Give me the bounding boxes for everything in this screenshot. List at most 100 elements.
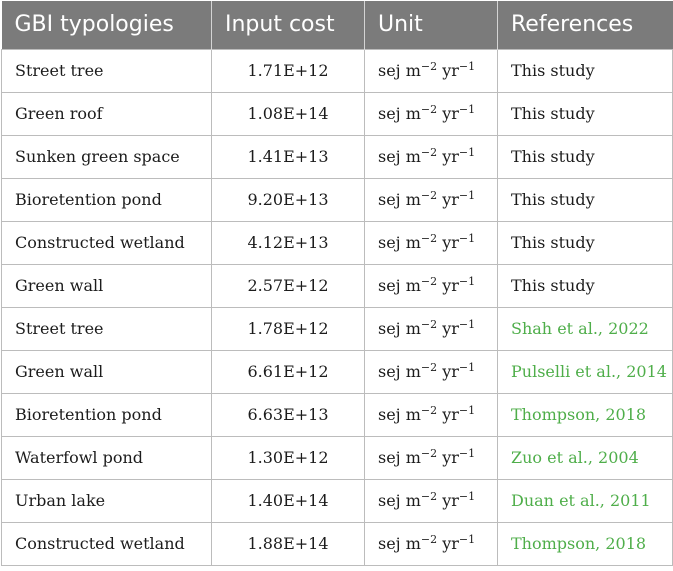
- unit-base: sej m: [378, 491, 421, 510]
- cell-unit: sej m−2 yr−1: [364, 478, 498, 523]
- unit-mid: yr: [437, 405, 459, 424]
- unit-exp-1: −2: [420, 404, 438, 417]
- reference-link[interactable]: Thompson, 2018: [497, 392, 673, 437]
- table-row: Urban lake 1.40E+14 sej m−2 yr−1 Duan et al…: [1, 478, 673, 523]
- unit-exp-1: −2: [420, 447, 438, 460]
- unit-exp-2: −1: [458, 361, 476, 374]
- unit-exp-1: −2: [420, 232, 438, 245]
- unit-exp-1: −2: [420, 318, 438, 331]
- cell-typology: Constructed wetland: [1, 521, 212, 566]
- cell-input-cost: 9.20E+13: [211, 177, 365, 222]
- table-row: Street tree 1.71E+12 sej m−2 yr−1 This stud…: [1, 48, 673, 93]
- cell-reference: This study: [497, 177, 673, 222]
- unit-base: sej m: [378, 534, 421, 553]
- unit-exp-2: −1: [458, 103, 476, 116]
- header-unit: Unit: [364, 1, 498, 49]
- cell-typology: Green roof: [1, 91, 212, 136]
- unit-mid: yr: [437, 104, 459, 123]
- reference-link[interactable]: Pulselli et al., 2014: [497, 349, 673, 394]
- unit-mid: yr: [437, 61, 459, 80]
- unit-base: sej m: [378, 61, 421, 80]
- unit-mid: yr: [437, 190, 459, 209]
- unit-mid: yr: [437, 233, 459, 252]
- header-references: References: [497, 1, 673, 49]
- cell-unit: sej m−2 yr−1: [364, 435, 498, 480]
- header-input-cost: Input cost: [211, 1, 365, 49]
- unit-exp-1: −2: [420, 146, 438, 159]
- reference-link[interactable]: Thompson, 2018: [497, 521, 673, 566]
- table-row: Green wall 2.57E+12 sej m−2 yr−1 This study: [1, 263, 673, 308]
- unit-mid: yr: [437, 534, 459, 553]
- unit-exp-2: −1: [458, 60, 476, 73]
- cell-typology: Bioretention pond: [1, 177, 212, 222]
- cell-unit: sej m−2 yr−1: [364, 91, 498, 136]
- unit-exp-2: −1: [458, 490, 476, 503]
- cell-reference: This study: [497, 263, 673, 308]
- unit-exp-1: −2: [420, 533, 438, 546]
- reference-link[interactable]: Shah et al., 2022: [497, 306, 673, 351]
- cell-typology: Urban lake: [1, 478, 212, 523]
- cell-reference: This study: [497, 91, 673, 136]
- cell-typology: Sunken green space: [1, 134, 212, 179]
- cell-input-cost: 6.63E+13: [211, 392, 365, 437]
- unit-exp-1: −2: [420, 490, 438, 503]
- cell-typology: Green wall: [1, 263, 212, 308]
- unit-base: sej m: [378, 147, 421, 166]
- cell-unit: sej m−2 yr−1: [364, 521, 498, 566]
- cell-reference: This study: [497, 220, 673, 265]
- unit-base: sej m: [378, 276, 421, 295]
- unit-base: sej m: [378, 448, 421, 467]
- unit-exp-1: −2: [420, 361, 438, 374]
- unit-exp-1: −2: [420, 189, 438, 202]
- unit-base: sej m: [378, 233, 421, 252]
- table-row: Green wall 6.61E+12 sej m−2 yr−1 Pulselli e…: [1, 349, 673, 394]
- unit-base: sej m: [378, 190, 421, 209]
- reference-link[interactable]: Zuo et al., 2004: [497, 435, 673, 480]
- table-row: Green roof 1.08E+14 sej m−2 yr−1 This study: [1, 91, 673, 136]
- cell-input-cost: 1.41E+13: [211, 134, 365, 179]
- table-row: Street tree 1.78E+12 sej m−2 yr−1 Shah et a…: [1, 306, 673, 351]
- cell-unit: sej m−2 yr−1: [364, 392, 498, 437]
- table-row: Sunken green space 1.41E+13 sej m−2 yr−1 Th…: [1, 134, 673, 179]
- unit-mid: yr: [437, 491, 459, 510]
- unit-mid: yr: [437, 448, 459, 467]
- cell-input-cost: 4.12E+13: [211, 220, 365, 265]
- unit-base: sej m: [378, 405, 421, 424]
- cell-unit: sej m−2 yr−1: [364, 220, 498, 265]
- cell-unit: sej m−2 yr−1: [364, 134, 498, 179]
- cell-unit: sej m−2 yr−1: [364, 48, 498, 93]
- table-row: Constructed wetland 1.88E+14 sej m−2 yr−1 T…: [1, 521, 673, 566]
- unit-mid: yr: [437, 319, 459, 338]
- table-row: Waterfowl pond 1.30E+12 sej m−2 yr−1 Zuo et…: [1, 435, 673, 480]
- unit-exp-2: −1: [458, 533, 476, 546]
- cell-input-cost: 1.30E+12: [211, 435, 365, 480]
- table-row: Bioretention pond 9.20E+13 sej m−2 yr−1 Thi…: [1, 177, 673, 222]
- cell-reference: This study: [497, 48, 673, 93]
- unit-base: sej m: [378, 104, 421, 123]
- unit-exp-1: −2: [420, 103, 438, 116]
- cell-typology: Constructed wetland: [1, 220, 212, 265]
- cell-typology: Bioretention pond: [1, 392, 212, 437]
- cell-typology: Green wall: [1, 349, 212, 394]
- cell-typology: Street tree: [1, 48, 212, 93]
- unit-exp-2: −1: [458, 404, 476, 417]
- cell-input-cost: 6.61E+12: [211, 349, 365, 394]
- table-header-row: GBI typologies Input cost Unit Reference…: [1, 1, 673, 49]
- cell-unit: sej m−2 yr−1: [364, 349, 498, 394]
- unit-mid: yr: [437, 147, 459, 166]
- cell-unit: sej m−2 yr−1: [364, 306, 498, 351]
- cell-input-cost: 2.57E+12: [211, 263, 365, 308]
- cell-input-cost: 1.08E+14: [211, 91, 365, 136]
- header-gbi-typologies: GBI typologies: [1, 1, 212, 49]
- unit-exp-1: −2: [420, 275, 438, 288]
- reference-link[interactable]: Duan et al., 2011: [497, 478, 673, 523]
- cell-reference: This study: [497, 134, 673, 179]
- cell-input-cost: 1.78E+12: [211, 306, 365, 351]
- unit-exp-2: −1: [458, 146, 476, 159]
- cell-unit: sej m−2 yr−1: [364, 263, 498, 308]
- unit-base: sej m: [378, 319, 421, 338]
- unit-base: sej m: [378, 362, 421, 381]
- unit-mid: yr: [437, 276, 459, 295]
- cell-typology: Street tree: [1, 306, 212, 351]
